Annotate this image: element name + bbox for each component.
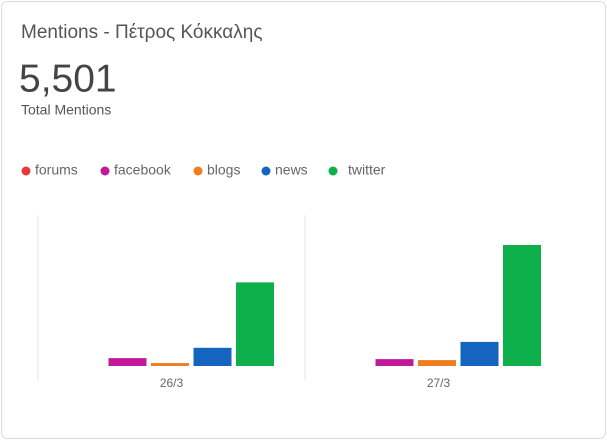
total-label: Total Mentions bbox=[21, 102, 111, 118]
bar bbox=[418, 360, 456, 366]
bar bbox=[375, 359, 414, 366]
bar bbox=[193, 347, 232, 366]
legend-label: forums bbox=[35, 162, 78, 178]
chart-title: Mentions - Πέτρος Κόκκαλης bbox=[21, 22, 262, 43]
legend-label: twitter bbox=[348, 162, 386, 178]
legend-marker bbox=[21, 166, 31, 176]
legend-label: news bbox=[275, 162, 308, 178]
bar bbox=[108, 358, 147, 366]
bar bbox=[460, 341, 499, 366]
legend-marker bbox=[328, 166, 338, 176]
bar bbox=[236, 282, 274, 366]
x-tick-label: 27/3 bbox=[427, 376, 451, 390]
bar bbox=[151, 363, 189, 366]
legend-marker bbox=[100, 166, 110, 176]
x-tick-label: 26/3 bbox=[160, 376, 184, 390]
total-value: 5,501 bbox=[19, 57, 117, 100]
legend-marker bbox=[261, 166, 271, 176]
legend-label: blogs bbox=[207, 162, 240, 178]
legend-label: facebook bbox=[114, 162, 172, 178]
legend-marker bbox=[193, 166, 203, 176]
bar bbox=[503, 245, 541, 366]
